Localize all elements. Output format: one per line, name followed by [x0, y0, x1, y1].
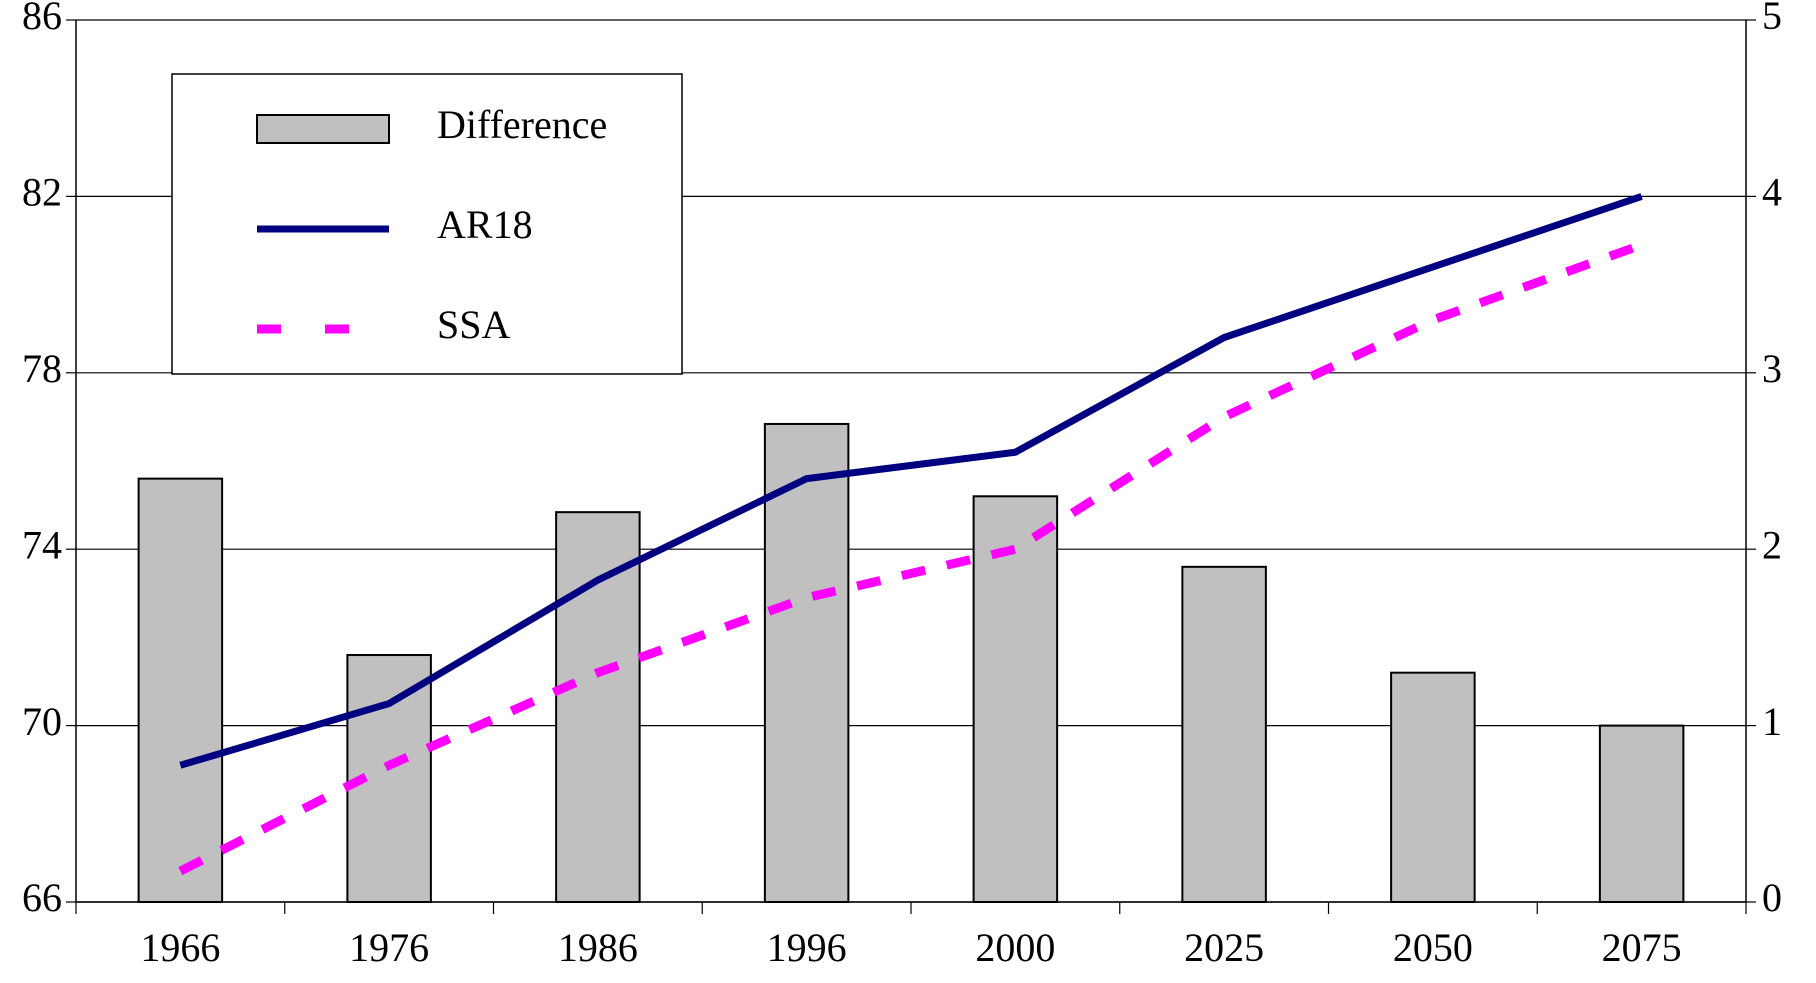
y-tick-label: 70	[22, 699, 62, 744]
legend-label: AR18	[437, 202, 533, 247]
legend-label: Difference	[437, 102, 607, 147]
line-series	[178, 240, 1644, 876]
x-tick-label: 2000	[975, 925, 1055, 970]
y2-tick-label: 4	[1762, 170, 1782, 215]
y2-tick-label: 1	[1762, 699, 1782, 744]
y-tick-label: 86	[22, 0, 62, 38]
y2-tick-label: 0	[1762, 875, 1782, 920]
y2-tick-label: 5	[1762, 0, 1782, 38]
line-series	[179, 193, 1643, 769]
y2-tick-label: 3	[1762, 346, 1782, 391]
x-tick-label: 2050	[1393, 925, 1473, 970]
bar	[1598, 724, 1685, 903]
legend: Difference AR18 SSA	[171, 73, 683, 375]
x-tick-label: 1996	[767, 925, 847, 970]
y-tick-label: 82	[22, 170, 62, 215]
y-tick-label: 66	[22, 875, 62, 920]
y-tick-label: 78	[22, 346, 62, 391]
bar	[555, 511, 641, 903]
legend-swatch	[256, 114, 390, 144]
bar	[137, 477, 224, 903]
legend-label: SSA	[437, 302, 510, 347]
y2-tick-label: 2	[1762, 522, 1782, 567]
y-tick-label: 74	[22, 522, 62, 567]
x-tick-label: 1976	[349, 925, 429, 970]
bar	[763, 422, 850, 903]
bar	[972, 495, 1059, 903]
x-tick-label: 1986	[558, 925, 638, 970]
bar	[1181, 565, 1267, 904]
bar	[1390, 671, 1476, 903]
x-tick-label: 1966	[140, 925, 220, 970]
x-tick-label: 2075	[1602, 925, 1682, 970]
x-tick-label: 2025	[1184, 925, 1264, 970]
